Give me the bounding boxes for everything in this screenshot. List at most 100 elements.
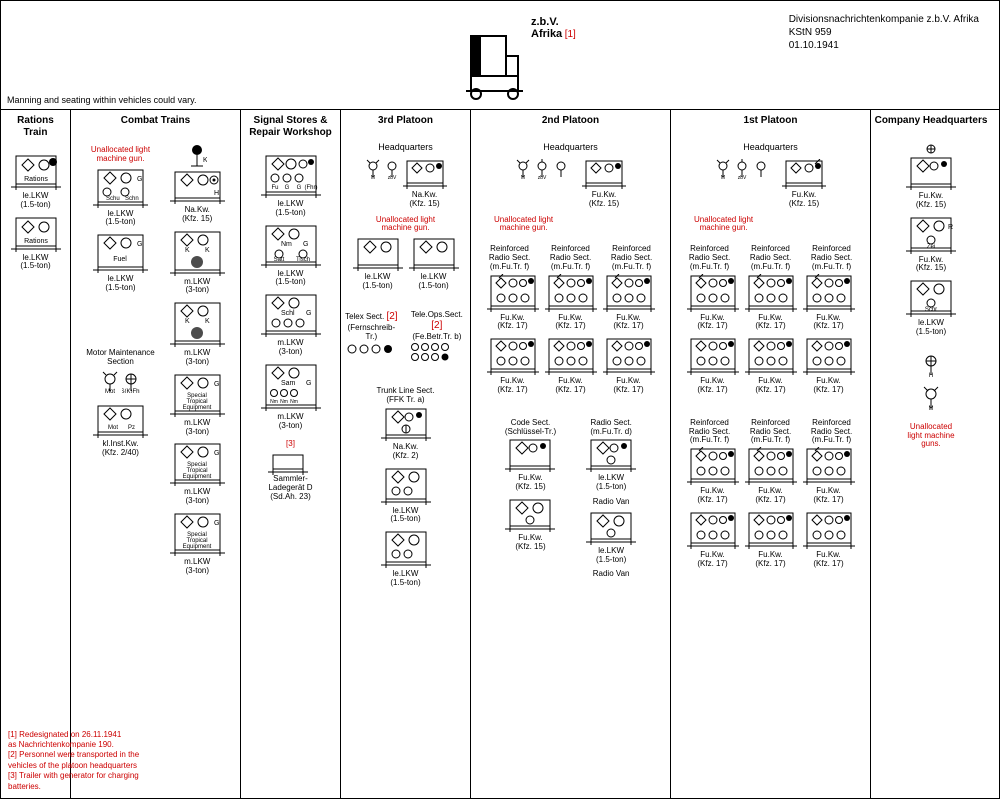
lbl: m.LKW (3-ton) bbox=[170, 349, 225, 367]
r2a: [2] bbox=[386, 311, 397, 322]
title-line2: Afrika bbox=[531, 28, 562, 40]
hq-crew3: M bbox=[922, 386, 940, 410]
title-block: z.b.V. Afrika [1] bbox=[481, 16, 576, 40]
svg-text:zbV: zbV bbox=[538, 175, 547, 179]
svg-text:Schl: Schl bbox=[281, 310, 295, 317]
svg-text:Equipment: Equipment bbox=[182, 544, 211, 550]
col-rations-train: Rations Train Rations le.LKW (1.5-ton) R… bbox=[1, 110, 71, 798]
svg-text:M: M bbox=[929, 406, 934, 410]
veh-rations-2: Rations le.LKW (1.5-ton) bbox=[11, 216, 61, 272]
lbl: Na.Kw. (Kfz. 15) bbox=[403, 191, 447, 209]
lbl: le.LKW (1.5-ton) bbox=[261, 270, 321, 288]
svg-text:Pz: Pz bbox=[128, 425, 135, 431]
col-combat-trains: Combat Trains Unallocated light machine … bbox=[71, 110, 241, 798]
veh-trunk1: Na.Kw. (Kfz. 2) bbox=[381, 407, 431, 461]
veh-nakw: H Na.Kw. (Kfz. 15) bbox=[170, 170, 225, 224]
lbl: le.LKW (1.5-ton) bbox=[381, 507, 431, 525]
row5a: Fu.Kw. (Kfz. 17) Fu.Kw. (Kfz. 17) Fu.Kw.… bbox=[487, 274, 655, 338]
lbl: Na.Kw. (Kfz. 2) bbox=[381, 443, 431, 461]
svg-text:H: H bbox=[929, 373, 933, 377]
col-1st-platoon: 1st Platoon Headquarters M zbV Fu.Kw. (K… bbox=[671, 110, 871, 798]
svg-text:G: G bbox=[306, 310, 311, 317]
veh-hq1: Fu.Kw. (Kfz. 15) bbox=[906, 156, 956, 210]
header-right: Divisionsnachrichtenkompanie z.b.V. Afri… bbox=[789, 13, 979, 52]
r2b: [2] bbox=[431, 320, 442, 331]
title-line1: z.b.V. bbox=[531, 16, 559, 28]
lbl: le.LKW (1.5-ton) bbox=[93, 275, 148, 293]
col2-title: Combat Trains bbox=[121, 115, 190, 127]
svg-text:zbV: zbV bbox=[738, 175, 747, 179]
hdr-r1: Divisionsnachrichtenkompanie z.b.V. Afri… bbox=[789, 13, 979, 26]
col-2nd-platoon: 2nd Platoon Headquarters M zbV Fu.Kw. (K… bbox=[471, 110, 671, 798]
svg-text:Nm: Nm bbox=[290, 399, 298, 405]
col3-title: Signal Stores & Repair Workshop bbox=[244, 115, 337, 139]
lbl: kl.Inst.Kw. (Kfz. 2/40) bbox=[93, 440, 148, 458]
hdr-r3: 01.10.1941 bbox=[789, 39, 979, 52]
title-ref: [1] bbox=[565, 29, 576, 40]
lbl: m.LKW (3-ton) bbox=[261, 339, 321, 357]
veh-schu: GSchuSchn le.LKW (1.5-ton) bbox=[93, 168, 148, 228]
hq5: Headquarters bbox=[543, 142, 598, 152]
svg-text:Zei: Zei bbox=[927, 244, 935, 250]
r2: Reinforced Radio Sect. (m.Fu.Tr. f) bbox=[543, 245, 598, 271]
col-company-hq: Company Headquarters Fu.Kw. (Kfz. 15) RZ… bbox=[871, 110, 991, 798]
lbl: Na.Kw. (Kfz. 15) bbox=[170, 206, 225, 224]
lbl: m.LKW (3-ton) bbox=[261, 413, 321, 431]
svg-text:H: H bbox=[214, 190, 219, 197]
svg-text:Kr: Kr bbox=[203, 157, 207, 164]
hq4: Headquarters bbox=[378, 142, 433, 152]
svg-text:Nm: Nm bbox=[270, 399, 278, 405]
veh-nmg: NmGSattTisch le.LKW (1.5-ton) bbox=[261, 224, 321, 288]
svg-text:M: M bbox=[521, 175, 525, 179]
lmg5: Unallocated light machine gun. bbox=[494, 216, 553, 234]
header: z.b.V. Afrika [1] Divisionsnachrichtenko… bbox=[0, 0, 1000, 110]
hq-crew2: H bbox=[922, 353, 940, 377]
r3: Reinforced Radio Sect. (m.Fu.Tr. f) bbox=[604, 245, 659, 271]
veh-samg: SamGNmNmNm m.LKW (3-ton) bbox=[261, 363, 321, 431]
crew-mot: Mot S(K)Fhr bbox=[101, 371, 140, 393]
fn2: [2] Personnel were transported in the ve… bbox=[8, 750, 139, 771]
svg-text:Tisch: Tisch bbox=[295, 257, 309, 263]
svg-text:Mot: Mot bbox=[108, 425, 118, 431]
lbl: le.LKW (1.5-ton) bbox=[381, 570, 431, 588]
code: Code Sect. (Schlüssel-Tr.) bbox=[505, 419, 556, 437]
main-grid: Rations Train Rations le.LKW (1.5-ton) R… bbox=[0, 110, 1000, 799]
svg-text:Satt: Satt bbox=[273, 257, 284, 263]
telex: Telex Sect. bbox=[345, 312, 384, 321]
radio-sect: Radio Sect. (m.Fu.Tr. d) bbox=[586, 419, 636, 437]
svg-text:G: G bbox=[137, 241, 142, 248]
lbl: Fu.Kw. (Kfz. 15) bbox=[582, 191, 626, 209]
veh-schlg: Schl G m.LKW (3-ton) bbox=[261, 293, 321, 357]
lbl: le.LKW (1.5-ton) bbox=[261, 200, 321, 218]
veh-sammler: Sammler- Ladegerät D (Sd.Ah. 23) bbox=[268, 453, 312, 501]
teleops: Tele.Ops.Sect. bbox=[411, 310, 463, 319]
rv2: Radio Van bbox=[586, 570, 636, 579]
lmg7: Unallocated light machine guns. bbox=[907, 423, 954, 449]
veh-3p-1: le.LKW (1.5-ton) bbox=[353, 237, 403, 291]
lbl: Fu.Kw. (Kfz. 15) bbox=[782, 191, 826, 209]
r1: Reinforced Radio Sect. (m.Fu.Tr. f) bbox=[482, 245, 537, 271]
svg-text:K: K bbox=[205, 247, 210, 254]
svg-text:K: K bbox=[185, 318, 190, 325]
svg-text:G: G bbox=[214, 520, 219, 527]
svg-text:G: G bbox=[137, 176, 142, 183]
hq6-row: M zbV Fu.Kw. (Kfz. 15) bbox=[715, 159, 826, 209]
lmg4: Unallocated light machine gun. bbox=[376, 216, 435, 234]
lbl: m.LKW (3-ton) bbox=[170, 488, 225, 506]
ref3: [3] bbox=[286, 440, 295, 449]
veh-trop2: GSpecialTropicalEquipment m.LKW (3-ton) bbox=[170, 442, 225, 506]
hq5-row: M zbV Fu.Kw. (Kfz. 15) bbox=[515, 159, 626, 209]
lmg6: Unallocated light machine gun. bbox=[694, 216, 753, 234]
rv1: Radio Van bbox=[586, 498, 636, 507]
svg-text:Fuel: Fuel bbox=[113, 256, 127, 263]
trunk: Trunk Line Sect. (FFK Tr. a) bbox=[377, 387, 435, 405]
lbl: m.LKW (3-ton) bbox=[170, 558, 225, 576]
svg-text:M: M bbox=[721, 175, 725, 179]
svg-text:K: K bbox=[205, 318, 210, 325]
svg-text:Schr: Schr bbox=[925, 307, 937, 313]
svg-text:Rations: Rations bbox=[24, 238, 48, 245]
teleops-sub: (Fe.Betr.Tr. b) bbox=[407, 333, 467, 342]
svg-text:Sam: Sam bbox=[281, 380, 296, 387]
veh-3p-2: le.LKW (1.5-ton) bbox=[409, 237, 459, 291]
svg-text:R: R bbox=[948, 224, 953, 231]
